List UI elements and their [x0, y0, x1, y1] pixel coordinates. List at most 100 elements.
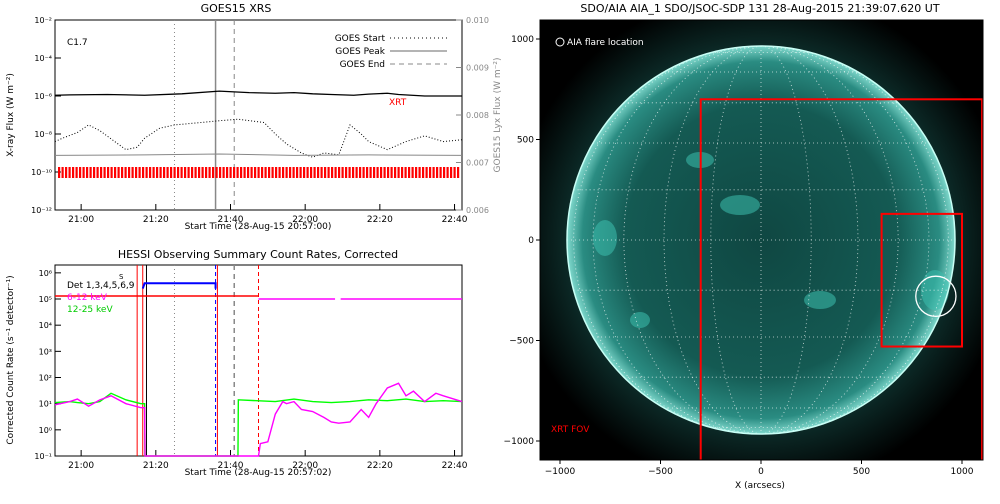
- aia-x-tick-label: −1000: [545, 467, 576, 477]
- xrt-band-tick: [96, 167, 99, 178]
- aia-y-tick-label: −1000: [504, 437, 535, 447]
- aia-panel: SDO/AIA AIA_1 SDO/JSOC-SDP 131 28-Aug-20…: [504, 2, 984, 491]
- aia-x-axis: −1000 −500 0 500 1000: [545, 460, 974, 477]
- xrt-band-tick: [219, 167, 222, 178]
- xrt-band-tick: [257, 167, 260, 178]
- goes-y-axis: 10⁻² 10⁻⁴ 10⁻⁶ 10⁻⁸ 10⁻¹⁰ 10⁻¹²: [31, 16, 61, 215]
- legend-goes-peak: GOES Peak: [335, 47, 385, 57]
- xrt-band-tick: [128, 167, 131, 178]
- xrt-fov-box: [699, 98, 983, 460]
- solar-disk: [567, 46, 955, 434]
- goes-y2-tick-label: 0.009: [466, 64, 489, 73]
- xrt-band-tick: [82, 167, 85, 178]
- xrt-band-tick: [271, 167, 274, 178]
- xrt-band-tick: [121, 167, 124, 178]
- hessi-title: HESSI Observing Summary Count Rates, Cor…: [118, 248, 398, 261]
- xrt-band-tick: [362, 167, 365, 178]
- xrt-band-tick: [117, 167, 120, 178]
- xrt-band-tick: [93, 167, 96, 178]
- xrt-band-tick: [387, 167, 390, 178]
- xrt-band-tick: [100, 167, 103, 178]
- goes-xrt-label: XRT: [389, 98, 407, 108]
- xrt-band-tick: [138, 167, 141, 178]
- xrt-band-tick: [383, 167, 386, 178]
- xrt-band-tick: [366, 167, 369, 178]
- xrt-band-tick: [75, 167, 78, 178]
- xrt-band-tick: [313, 167, 316, 178]
- goes-y2-tick-label: 0.008: [466, 111, 489, 120]
- goes-x-tick-label: 22:40: [442, 215, 468, 225]
- hessi-y-tick-label: 10⁴: [39, 321, 52, 330]
- hessi-y-tick-label: 10³: [39, 347, 52, 356]
- goes-y2-tick-label: 0.006: [466, 206, 489, 215]
- legend-6-12: 6-12 keV: [67, 293, 108, 303]
- xrt-band-tick: [289, 167, 292, 178]
- xrt-band-tick: [194, 167, 197, 178]
- hessi-markers: [55, 265, 462, 456]
- xrt-band-tick: [425, 167, 428, 178]
- xrt-band-tick: [268, 167, 271, 178]
- xrt-band-tick: [422, 167, 425, 178]
- xrt-band-tick: [338, 167, 341, 178]
- xrt-band-tick: [187, 167, 190, 178]
- aia-x-tick-label: 1000: [951, 467, 974, 477]
- xrt-band-tick: [443, 167, 446, 178]
- xrt-band-tick: [152, 167, 155, 178]
- hessi-legend: Det 1,3,4,5,6,9 6-12 keV 12-25 keV S: [67, 273, 135, 315]
- goes-y2-tick-label: 0.010: [466, 16, 489, 25]
- xrt-band-tick: [285, 167, 288, 178]
- hessi-attenuator-state: [141, 282, 217, 289]
- xrt-band-tick: [103, 167, 106, 178]
- xrt-band-tick: [303, 167, 306, 178]
- goes-y-tick-label: 10⁻⁴: [34, 54, 52, 63]
- xrt-band-tick: [124, 167, 127, 178]
- aia-x-tick-label: 500: [853, 467, 870, 477]
- aia-x-tick-label: 0: [758, 467, 764, 477]
- xrt-band-tick: [170, 167, 173, 178]
- xrt-band-tick: [180, 167, 183, 178]
- xrt-band-tick: [299, 167, 302, 178]
- grid-longitude: [760, 45, 812, 435]
- xrt-band-tick: [222, 167, 225, 178]
- goes-y2label: GOES15 Lyx Flux (W m⁻²): [493, 58, 503, 173]
- xrt-band-tick: [275, 167, 278, 178]
- xrt-band-tick: [149, 167, 152, 178]
- xrt-band-tick: [250, 167, 253, 178]
- goes-y-tick-label: 10⁻⁶: [34, 92, 52, 101]
- flare-location-label: AIA flare location: [567, 38, 644, 48]
- xrt-band-tick: [236, 167, 239, 178]
- aia-x-tick-label: −500: [648, 467, 673, 477]
- xrt-band-tick: [65, 167, 68, 178]
- xrt-band-tick: [369, 167, 372, 178]
- xrt-band-tick: [359, 167, 362, 178]
- xrt-band-tick: [327, 167, 330, 178]
- xrt-band-tick: [201, 167, 204, 178]
- xrt-band-tick: [159, 167, 162, 178]
- xrt-band-tick: [390, 167, 393, 178]
- xrt-band-tick: [156, 167, 159, 178]
- xrt-band-tick: [163, 167, 166, 178]
- aia-y-axis: 1000 500 0 −500 −1000: [504, 35, 540, 447]
- solar-limb: [566, 45, 956, 435]
- goes-x-axis: 21:00 21:20 21:40 22:00 22:20 22:40: [68, 204, 468, 225]
- goes-class-label: C1.7: [67, 38, 88, 48]
- aia-title: SDO/AIA AIA_1 SDO/JSOC-SDP 131 28-Aug-20…: [580, 2, 939, 15]
- xrt-band-tick: [212, 167, 215, 178]
- xrt-band-tick: [401, 167, 404, 178]
- xrt-band-tick: [331, 167, 334, 178]
- hessi-x-tick-label: 22:00: [292, 461, 318, 471]
- xrt-band-tick: [324, 167, 327, 178]
- goes-legend: GOES Start GOES Peak GOES End: [335, 34, 447, 70]
- xrt-band-tick: [317, 167, 320, 178]
- xrt-band-tick: [145, 167, 148, 178]
- hessi-y-tick-label: 10⁵: [39, 295, 52, 304]
- goes-x-tick-label: 21:40: [218, 215, 244, 225]
- xrt-band-tick: [296, 167, 299, 178]
- aia-y-tick-label: 0: [528, 236, 534, 246]
- xrt-band-tick: [334, 167, 337, 178]
- xrt-band-tick: [254, 167, 257, 178]
- xrt-band-tick: [373, 167, 376, 178]
- xrt-band-tick: [114, 167, 117, 178]
- xrt-band-tick: [278, 167, 281, 178]
